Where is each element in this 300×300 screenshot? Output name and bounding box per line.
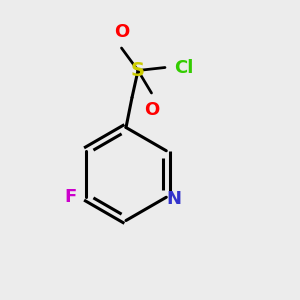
Text: O: O	[144, 100, 159, 118]
Text: S: S	[131, 61, 145, 80]
Text: F: F	[64, 188, 77, 206]
Text: O: O	[114, 22, 129, 40]
Text: N: N	[166, 190, 181, 208]
Text: Cl: Cl	[174, 58, 194, 76]
